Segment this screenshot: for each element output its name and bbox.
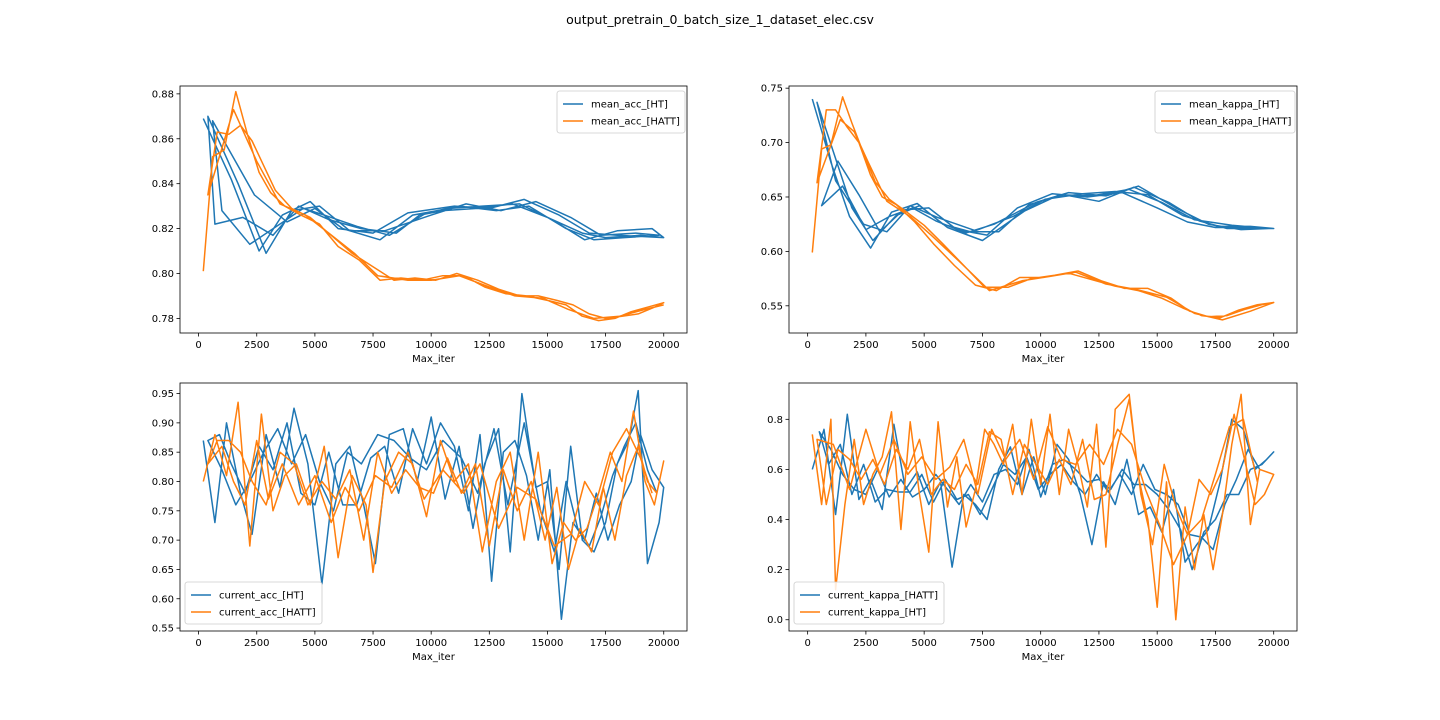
legend: current_acc_[HT] current_acc_[HATT] [184,581,323,625]
x-tick-label: 7500 [360,638,385,649]
x-axis-label: Max_iter [1022,652,1066,663]
y-tick-label: 0.60 [152,594,174,605]
x-tick-label: 2500 [853,638,878,649]
x-tick-label: 7500 [970,638,995,649]
x-tick-label: 5000 [911,340,936,351]
x-tick-label: 0 [195,340,201,351]
y-tick-label: 0.55 [152,624,174,635]
x-tick-label: 17500 [1200,340,1232,351]
subplot-1: 0 2500 5000 7500 10000 12500 15000 17500 20000 0.… [152,85,688,365]
subplot-2: 0 2500 5000 7500 10000 12500 15000 17500 20000 0.… [761,84,1298,365]
x-tick-label: 10000 [1025,638,1057,649]
x-tick-label: 12500 [473,638,505,649]
figure-title: output_pretrain_0_batch_size_1_dataset_e… [566,12,874,27]
series-line-1 [202,115,665,255]
y-tick-label: 0.90 [152,418,174,429]
y-tick-label: 0.95 [152,389,174,400]
x-tick-label: 0 [804,340,810,351]
x-tick-label: 17500 [590,340,622,351]
y-tick-label: 0.60 [761,247,783,258]
x-tick-label: 15000 [1141,340,1173,351]
series-line-2 [202,401,665,574]
x-tick-label: 5000 [302,340,327,351]
legend-box [184,581,323,625]
y-tick-label: 0.0 [767,615,783,626]
x-tick-label: 20000 [648,638,680,649]
x-tick-label: 0 [195,638,201,649]
y-tick-label: 0.65 [761,192,783,203]
y-tick-label: 0.86 [152,134,174,145]
axes-frame [788,85,1298,334]
x-tick-label: 15000 [532,340,564,351]
series-line-2 [202,90,665,322]
series-line-1 [202,389,665,621]
y-tick-label: 0.75 [761,84,783,95]
y-tick-label: 0.85 [152,448,174,459]
y-tick-label: 0.2 [767,565,783,576]
y-tick-label: 0.88 [152,89,174,100]
y-tick-label: 0.80 [152,477,174,488]
y-tick-label: 0.80 [152,269,174,280]
y-tick-label: 0.70 [152,536,174,547]
legend-label-1: current_kappa_[HATT] [828,591,938,602]
x-tick-label: 10000 [1025,340,1057,351]
legend-box [1154,90,1296,134]
y-tick-label: 0.6 [767,465,783,476]
x-axis-label: Max_iter [1022,354,1066,365]
x-tick-label: 7500 [970,340,995,351]
legend-label-2: current_acc_[HATT] [219,608,316,619]
x-tick-label: 2500 [244,638,269,649]
subplot-4: 0 2500 5000 7500 10000 12500 15000 17500 20000 0.… [767,382,1298,663]
x-tick-label: 20000 [648,340,680,351]
legend-box [556,90,686,134]
y-tick-label: 0.84 [152,179,174,190]
x-tick-label: 17500 [590,638,622,649]
legend-label-1: mean_kappa_[HT] [1189,100,1279,111]
series-line-2 [811,393,1275,621]
x-tick-label: 5000 [302,638,327,649]
x-tick-label: 15000 [1141,638,1173,649]
x-tick-label: 5000 [911,638,936,649]
y-tick-label: 0.4 [767,515,783,526]
y-tick-label: 0.82 [152,224,174,235]
x-tick-label: 20000 [1258,340,1290,351]
x-tick-label: 12500 [1083,340,1115,351]
legend-box [793,581,945,625]
x-tick-label: 20000 [1258,638,1290,649]
y-tick-label: 0.70 [761,138,783,149]
legend-label-1: current_acc_[HT] [219,591,304,602]
y-tick-label: 0.75 [152,506,174,517]
x-axis-label: Max_iter [412,652,456,663]
series-line-1 [811,98,1275,249]
y-tick-label: 0.78 [152,314,174,325]
subplots-container: 0 2500 5000 7500 10000 12500 15000 17500 20000 0.… [152,84,1298,663]
legend-label-2: mean_kappa_[HATT] [1189,117,1291,128]
subplot-3: 0 2500 5000 7500 10000 12500 15000 17500 20000 0.… [152,382,688,663]
y-tick-label: 0.8 [767,415,783,426]
x-tick-label: 12500 [1083,638,1115,649]
x-tick-label: 15000 [532,638,564,649]
legend-label-1: mean_acc_[HT] [591,100,668,111]
legend: mean_kappa_[HT] mean_kappa_[HATT] [1154,90,1296,134]
legend: current_kappa_[HATT] current_kappa_[HT] [793,581,945,625]
legend-label-2: current_kappa_[HT] [828,608,926,619]
y-tick-label: 0.65 [152,565,174,576]
axes-frame [179,382,688,632]
x-tick-label: 12500 [473,340,505,351]
x-tick-label: 10000 [415,340,447,351]
axes-frame [788,382,1298,632]
x-tick-label: 10000 [415,638,447,649]
y-tick-label: 0.55 [761,301,783,312]
x-tick-label: 2500 [244,340,269,351]
x-tick-label: 0 [804,638,810,649]
legend-label-2: mean_acc_[HATT] [591,117,680,128]
series-line-2 [811,96,1275,321]
x-axis-label: Max_iter [412,354,456,365]
legend: mean_acc_[HT] mean_acc_[HATT] [556,90,686,134]
x-tick-label: 2500 [853,340,878,351]
axes-frame [179,85,688,334]
x-tick-label: 17500 [1200,638,1232,649]
x-tick-label: 7500 [360,340,385,351]
